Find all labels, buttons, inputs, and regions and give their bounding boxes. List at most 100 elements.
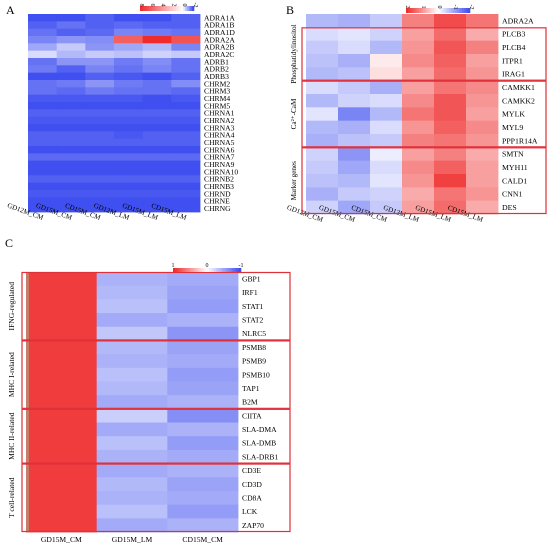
- heatmap-cell: [370, 134, 403, 148]
- legend-swatch: [168, 6, 171, 11]
- heatmap-cell: [56, 102, 86, 110]
- group-label: Ca²⁺-CaM: [290, 98, 298, 129]
- heatmap-cell: [167, 299, 239, 314]
- row-label: CHRNA2: [204, 116, 235, 125]
- heatmap-cell: [434, 120, 467, 135]
- legend-swatch: [461, 8, 464, 13]
- heatmap-cell: [56, 197, 86, 206]
- legend-swatch: [227, 268, 230, 272]
- group-box: [21, 463, 291, 533]
- heatmap-cell: [28, 87, 58, 96]
- heatmap-cell: [114, 124, 144, 132]
- heatmap-cell: [142, 36, 172, 44]
- heatmap-cell: [28, 14, 58, 22]
- row-label: CHRNA9: [204, 160, 235, 169]
- legend-tick: -1: [239, 263, 244, 269]
- legend-swatch: [190, 6, 193, 11]
- heatmap-cell: [142, 21, 172, 30]
- heatmap-cell: [85, 14, 115, 22]
- heatmap-cell: [402, 134, 435, 148]
- legend-swatch: [152, 6, 155, 11]
- heatmap-cell: [114, 80, 144, 88]
- heatmap-cell: [306, 107, 339, 122]
- legend-tick: -2: [468, 5, 474, 10]
- heatmap-cell: [142, 153, 172, 162]
- legend-swatch: [431, 8, 435, 13]
- legend-swatch: [184, 268, 187, 272]
- heatmap-cell: [306, 134, 339, 148]
- row-label: STAT2: [242, 316, 264, 325]
- row-label: CHRNE: [204, 197, 230, 206]
- heatmap-cell: [96, 490, 168, 506]
- legend-tick: 0: [181, 4, 187, 7]
- heatmap-cell: [370, 120, 403, 135]
- legend-swatch: [183, 6, 186, 11]
- heatmap-cell: [466, 80, 499, 95]
- heatmap-cell: [171, 116, 201, 125]
- heatmap-cell: [142, 116, 172, 125]
- heatmap-cell: [56, 28, 86, 37]
- panel-a: AADRA1AADRA1BADRA1DADRA2AADRA2BADRA2CADR…: [6, 3, 238, 223]
- legend-swatch: [182, 268, 185, 272]
- legend-swatch: [149, 6, 152, 11]
- heatmap-cell: [114, 182, 144, 191]
- column-label: GD15M_CM: [41, 535, 82, 544]
- heatmap-cell: [56, 204, 86, 213]
- heatmap-cell: [26, 422, 98, 437]
- group-label: Marker genes: [290, 161, 298, 201]
- heatmap-cell: [466, 147, 499, 162]
- legend-swatch: [222, 268, 226, 272]
- heatmap-cell: [96, 272, 168, 287]
- heatmap-cell: [306, 187, 339, 202]
- heatmap-cell: [28, 168, 58, 176]
- heatmap-cell: [338, 40, 371, 55]
- legend-swatch: [420, 8, 424, 13]
- heatmap-cell: [167, 422, 239, 437]
- heatmap-cell: [26, 354, 98, 369]
- heatmap-cell: [28, 182, 58, 191]
- heatmap-cell: [28, 175, 58, 184]
- row-label: TAP1: [242, 384, 260, 393]
- heatmap-cell: [434, 134, 467, 148]
- legend-swatch: [163, 6, 166, 11]
- heatmap-cell: [402, 27, 435, 42]
- row-label: ADRA2B: [204, 43, 234, 52]
- heatmap-cell: [434, 40, 467, 55]
- heatmap-cell: [167, 436, 239, 451]
- heatmap-cell: [370, 187, 403, 202]
- row-label: CIITA: [242, 411, 262, 420]
- legend-swatch: [440, 8, 443, 13]
- heatmap-cell: [114, 65, 144, 74]
- legend-swatch: [408, 8, 411, 13]
- heatmap-cell: [56, 190, 86, 198]
- heatmap-cell: [167, 367, 239, 382]
- legend-swatch: [433, 8, 437, 13]
- heatmap-cell: [370, 14, 403, 28]
- heatmap-cell: [167, 285, 239, 300]
- group-label: MHC I-related: [7, 352, 16, 397]
- heatmap-cell: [142, 182, 172, 191]
- heatmap-cell: [167, 463, 239, 478]
- heatmap-cell: [142, 14, 172, 22]
- heatmap-cell: [466, 27, 499, 42]
- legend-swatch: [181, 6, 184, 11]
- heatmap-cell: [85, 72, 115, 81]
- heatmap-cell: [370, 147, 403, 162]
- legend-swatch: [442, 8, 445, 13]
- heatmap-cell: [171, 175, 201, 184]
- heatmap-cell: [114, 175, 144, 184]
- heatmap-cell: [96, 463, 168, 478]
- heatmap-cell: [171, 153, 201, 162]
- heatmap-cell: [56, 21, 86, 30]
- heatmap-cell: [28, 190, 58, 198]
- legend-swatch: [209, 268, 212, 272]
- legend-swatch: [234, 268, 237, 272]
- heatmap-cell: [114, 197, 144, 206]
- heatmap-cell: [114, 58, 144, 66]
- heatmap-cell: [167, 518, 239, 533]
- heatmap-cell: [28, 102, 58, 110]
- heatmap-cell: [56, 131, 86, 140]
- legend-swatch: [410, 8, 413, 13]
- heatmap-cell: [171, 160, 201, 169]
- heatmap-cell: [142, 131, 172, 140]
